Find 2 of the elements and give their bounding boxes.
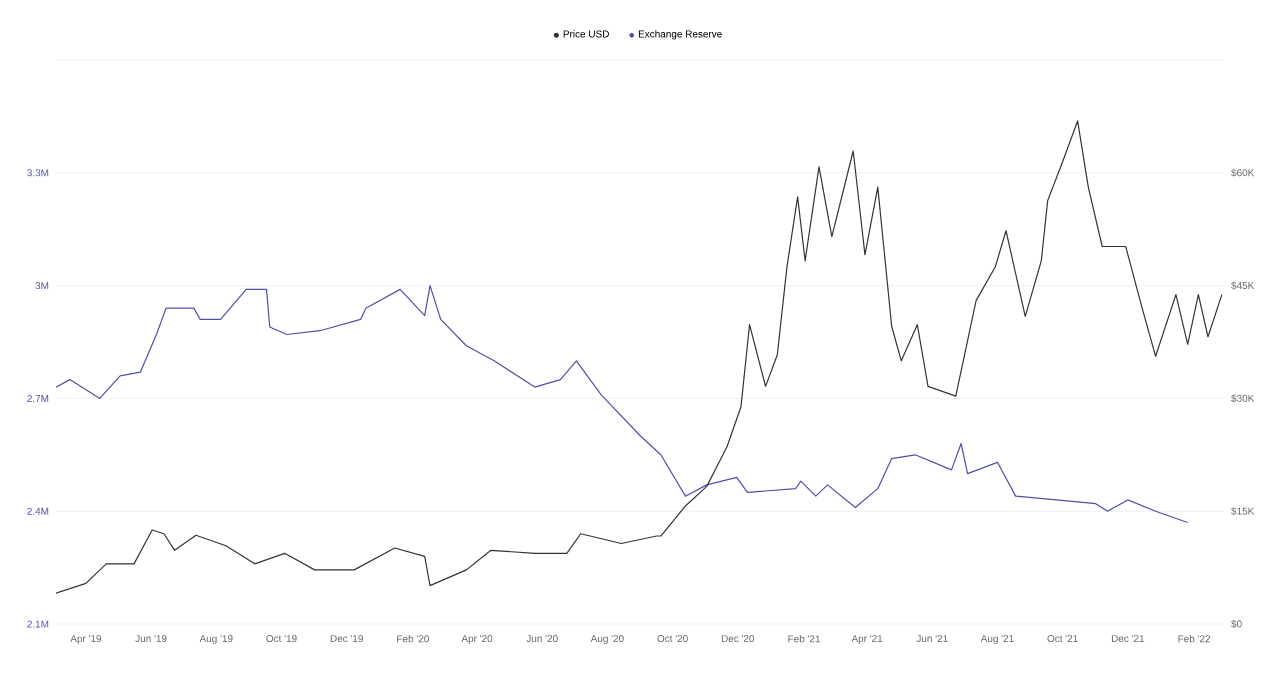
line-series <box>56 284 1189 524</box>
line-series <box>56 120 1223 594</box>
